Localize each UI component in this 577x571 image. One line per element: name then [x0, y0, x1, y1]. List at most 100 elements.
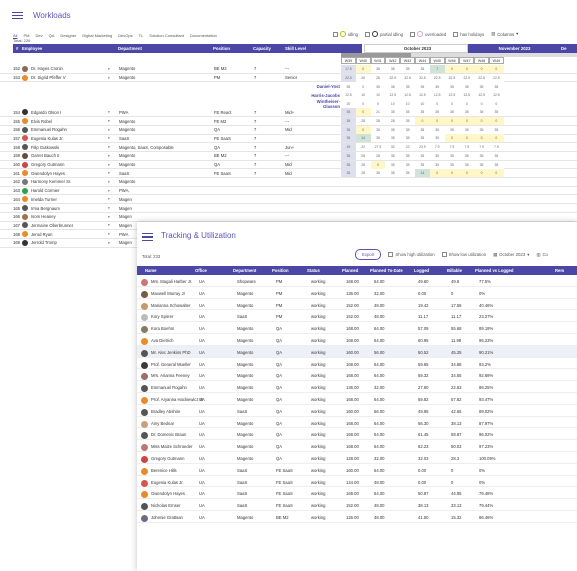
col-skill[interactable]: Skill Level	[282, 44, 362, 53]
col-position[interactable]: Position	[210, 44, 250, 53]
employee-name[interactable]: Gregory Gutmann	[31, 162, 65, 168]
tracking-row[interactable]: Kory Sporer UA SaaS PM working 152.00 48.00 11.…	[137, 310, 577, 323]
legend-partial-idling[interactable]: partial idling	[365, 31, 403, 37]
table-row[interactable]: 157 Eugenia Kulas Jr. ▾ SaaS FE SaaS 7 35 14 35 3…	[0, 134, 577, 144]
table-row[interactable]: 158 Filip Gutkowski ▾ Magento, SaaS, Compos…	[0, 143, 577, 152]
tracking-row[interactable]: Mrs. Magali Harber Jr. UA Shopware PM workin…	[137, 275, 577, 287]
table-row[interactable]: 163 Harold Cormier ▾ PWA,	[0, 187, 577, 196]
tab-devops[interactable]: DevOps	[118, 33, 133, 38]
tracking-row[interactable]: Amy Bednar UA Magento QA working 168.00 64.00 5…	[137, 417, 577, 429]
chevron-down-icon[interactable]: ▾	[108, 119, 110, 124]
tracking-row[interactable]: Eugenia Kulas Jr. UA SaaS FE SaaS working 144…	[137, 476, 577, 488]
col-status[interactable]: Status	[307, 268, 320, 274]
col-employee[interactable]: # Employee	[13, 44, 115, 53]
chevron-down-icon[interactable]: ▾	[108, 66, 110, 71]
cell[interactable]: Amy Bednar	[151, 420, 175, 426]
chevron-down-icon[interactable]: ▾	[108, 179, 110, 184]
export-button[interactable]: Export	[355, 249, 382, 260]
legend-holidays[interactable]: has holidays	[453, 31, 484, 37]
tab-qa[interactable]: QA	[48, 33, 55, 38]
chevron-down-icon[interactable]: ▾	[108, 223, 110, 228]
table-row[interactable]: 164 Imelda Turner ▾ Magen	[0, 196, 577, 205]
cell[interactable]: Mr. Alec Jenkins PhD	[151, 349, 191, 355]
chevron-down-icon[interactable]: ▾	[108, 153, 110, 158]
tracking-row[interactable]: Mr. Alec Jenkins PhD UA Magento QA working 16…	[137, 345, 577, 358]
employee-name[interactable]: Gwendolyn Hayes	[31, 170, 65, 176]
tracking-row[interactable]: Dr. Domenic Braun UA Magento QA working 168.0…	[137, 428, 577, 441]
col-logged[interactable]: Logged	[414, 268, 430, 274]
cell[interactable]: Mrs. Magali Harber Jr.	[151, 279, 193, 284]
timeline-scrollbar[interactable]	[341, 53, 577, 57]
cell[interactable]: Nicholas Ernser	[151, 503, 181, 509]
tracking-row[interactable]: Johnnie Grattsan UA Magento BE M2 working 126…	[137, 511, 577, 523]
menu-icon[interactable]	[142, 233, 153, 241]
col-billable[interactable]: Billable	[447, 268, 462, 274]
tracking-row[interactable]: Kora Boehm UA Magento QA working 168.00 64.00 5…	[137, 322, 577, 334]
col-department[interactable]: Department	[115, 44, 210, 53]
tab-pm[interactable]: PM	[23, 33, 30, 38]
table-row[interactable]: 161 Gwendolyn Hayes ▾ SaaS FE SaaS 7 Mid 35 28 35…	[0, 169, 577, 179]
employee-name[interactable]: Elvis Robel	[31, 118, 52, 124]
chevron-down-icon[interactable]: ▾	[108, 136, 110, 141]
columns-button[interactable]: ▥ Co	[536, 251, 548, 258]
table-row[interactable]: 156 Emmanuel Rogahn ▾ Magento QA 7 Mid 35 0 35 35 3…	[0, 125, 577, 135]
col-department[interactable]: Department	[233, 268, 257, 274]
employee-name[interactable]: Garret Bauch II	[31, 153, 60, 159]
tracking-row[interactable]: Bradley Abshire UA SaaS QA working 160.00 56.0…	[137, 405, 577, 417]
cell[interactable]: Ava Dietrich	[151, 338, 174, 343]
col-capacity[interactable]: Capacity	[250, 44, 282, 53]
chevron-down-icon[interactable]: ▾	[108, 206, 110, 211]
table-row[interactable]: 154 Edgardo Olson I ▾ PWA FE React 7 Mid+ 35 0 21…	[0, 108, 577, 118]
chevron-down-icon[interactable]: ▾	[108, 240, 110, 245]
col-planned[interactable]: Planned	[342, 268, 359, 274]
show-high-toggle[interactable]: Show high utilization	[388, 252, 435, 257]
cell[interactable]: Emmanuel Rogahn	[151, 385, 187, 391]
tab-documentation[interactable]: Documentation	[190, 33, 217, 38]
chevron-down-icon[interactable]: ▾	[108, 75, 110, 80]
tracking-row[interactable]: Prof. Aryanna Hackiewicz III UA Magento QA w…	[137, 393, 577, 405]
legend-idling[interactable]: idling	[333, 31, 358, 37]
cell[interactable]: Bradley Abshire	[151, 408, 181, 414]
month-select[interactable]: ▦ October 2023 ▾	[493, 251, 530, 258]
col-position[interactable]: Position	[272, 268, 289, 274]
employee-name[interactable]: Edgardo Olson I	[31, 109, 62, 115]
col-office[interactable]: Office	[195, 268, 207, 274]
cell[interactable]: Eugenia Kulas Jr.	[151, 479, 184, 485]
cell[interactable]: Gwendolyn Hayes	[151, 491, 185, 497]
chevron-down-icon[interactable]: ▾	[108, 127, 110, 132]
tracking-row[interactable]: Ava Dietrich UA Magento QA working 168.00 64.0…	[137, 334, 577, 346]
employee-name[interactable]: Eugenia Kulas Jr.	[31, 135, 64, 141]
employee-name[interactable]: Dr. Sigrid Pfeffer V	[31, 75, 66, 81]
table-row[interactable]: 153 Dr. Sigrid Pfeffer V ▾ Magento PM 7 Senior…	[0, 73, 577, 83]
employee-name[interactable]: Jerod Ryan	[31, 231, 53, 237]
col-planned-to-date[interactable]: Planned To-Date	[370, 268, 403, 274]
cell[interactable]: Dr. Domenic Braun	[151, 432, 187, 438]
cell[interactable]: Kory Sporer	[151, 314, 174, 320]
tab-solution-consultant[interactable]: Solution Consultant	[149, 33, 184, 38]
chevron-down-icon[interactable]: ▾	[108, 145, 110, 150]
cell[interactable]: Maxwell Murray Jr	[151, 290, 185, 296]
cell[interactable]: Kora Boehm	[151, 326, 175, 332]
chevron-down-icon[interactable]: ▾	[108, 214, 110, 219]
chevron-down-icon[interactable]: ▾	[108, 171, 110, 176]
legend-overloaded[interactable]: overloaded	[409, 31, 446, 37]
table-row[interactable]: 152 Dr. Hayes Cronin ▾ Magento BE M2 7 --- 17.5…	[0, 64, 577, 74]
cell[interactable]: Miss Maize Schroeder	[151, 444, 193, 450]
cell[interactable]: Mrs. Arianna Feeney	[151, 373, 190, 379]
employee-name[interactable]: Imelda Turner	[31, 196, 57, 202]
tracking-row[interactable]: Prof. General Mueller UA Magento QA working 1…	[137, 358, 577, 370]
cell[interactable]: Gregory Gutmann	[151, 456, 185, 461]
chevron-down-icon[interactable]: ▾	[108, 162, 110, 167]
employee-name[interactable]: Harmony Kemmer Sr.	[31, 179, 72, 185]
chevron-down-icon[interactable]: ▾	[108, 232, 110, 237]
table-row[interactable]: 166 Isom Heaney ▾ Magen	[0, 213, 577, 222]
columns-button[interactable]: ▥ Columns ▾	[491, 31, 519, 37]
tracking-row[interactable]: Mrs. Arianna Feeney UA Magento QA working 168…	[137, 369, 577, 382]
tracking-row[interactable]: Marianna Schowalter UA Magento PM working 152…	[137, 299, 577, 311]
cell[interactable]: Prof. Aryanna Hackiewicz III	[151, 397, 204, 402]
cell[interactable]: Johnnie Grattsan	[151, 515, 183, 520]
employee-name[interactable]: Dr. Hayes Cronin	[31, 66, 63, 72]
tracking-row[interactable]: Miss Maize Schroeder UA Magento QA working 16…	[137, 440, 577, 452]
table-row[interactable]: 159 Garret Bauch II ▾ Magento BE M2 7 --- 35 28 2…	[0, 151, 577, 161]
employee-name[interactable]: Jermaine Oberbrunner	[31, 222, 74, 228]
